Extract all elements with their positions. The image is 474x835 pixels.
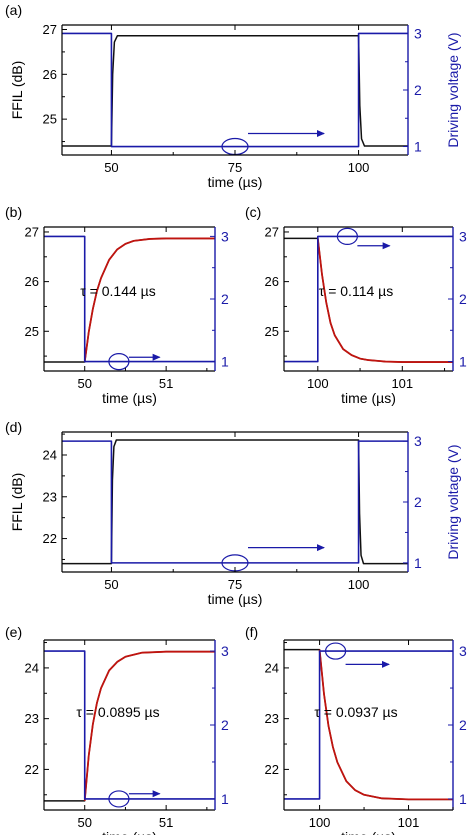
series-drive-line bbox=[284, 235, 453, 363]
x-tick-label: 100 bbox=[348, 577, 370, 592]
series-measured-line bbox=[44, 237, 215, 363]
y2-tick-label: 1 bbox=[414, 139, 422, 155]
y-tick-label: 22 bbox=[265, 762, 279, 777]
y-tick-label: 22 bbox=[43, 531, 57, 546]
x-tick-label: 100 bbox=[307, 376, 329, 391]
tau-label: τ = 0.114 µs bbox=[319, 283, 393, 299]
series-drive-line bbox=[62, 440, 408, 564]
series-drive-line bbox=[44, 650, 215, 800]
series-measured-line bbox=[284, 648, 453, 801]
x-tick-label: 50 bbox=[104, 160, 118, 175]
y2-tick-label: 3 bbox=[459, 228, 467, 244]
panel-label: (b) bbox=[5, 204, 22, 220]
y2-tick-label: 2 bbox=[459, 717, 467, 733]
x-axis-label: time (µs) bbox=[102, 829, 157, 835]
y-tick-label: 26 bbox=[25, 274, 39, 289]
x-tick-label: 51 bbox=[159, 376, 173, 391]
y2-tick-label: 3 bbox=[414, 433, 422, 449]
x-axis-label: time (µs) bbox=[102, 390, 157, 406]
x-axis-label: time (µs) bbox=[208, 591, 263, 607]
series-fit-line bbox=[83, 237, 215, 363]
annotation-ellipse bbox=[336, 227, 358, 245]
y-tick-label: 24 bbox=[25, 660, 39, 675]
y2-axis-label: Driving voltage (V) bbox=[445, 32, 461, 147]
series-drive-line bbox=[44, 235, 215, 363]
x-tick-label: 75 bbox=[228, 577, 242, 592]
y-axis-label: FFIL (dB) bbox=[9, 473, 25, 532]
x-tick-label: 100 bbox=[309, 815, 331, 830]
y-tick-label: 23 bbox=[43, 489, 57, 504]
x-tick-label: 51 bbox=[159, 815, 173, 830]
y2-tick-label: 3 bbox=[459, 643, 467, 659]
y2-tick-label: 2 bbox=[459, 291, 467, 307]
y2-tick-label: 1 bbox=[414, 555, 422, 571]
y-tick-label: 26 bbox=[265, 274, 279, 289]
y-tick-label: 27 bbox=[265, 224, 279, 239]
annotation-ellipse bbox=[108, 790, 130, 808]
series-measured-line bbox=[62, 35, 408, 147]
y-tick-label: 23 bbox=[265, 711, 279, 726]
x-axis-label: time (µs) bbox=[341, 829, 396, 835]
y-tick-label: 22 bbox=[25, 762, 39, 777]
y-tick-label: 26 bbox=[43, 67, 57, 82]
x-tick-label: 50 bbox=[104, 577, 118, 592]
chart-panel-5: 5051222324123time (µs)(e)τ = 0.0895 µs bbox=[5, 624, 229, 835]
series-measured-line bbox=[44, 650, 215, 802]
y2-tick-label: 1 bbox=[459, 791, 467, 807]
y2-tick-label: 1 bbox=[221, 791, 229, 807]
y2-tick-label: 1 bbox=[459, 354, 467, 370]
panel-label: (d) bbox=[5, 419, 22, 435]
panel-label: (f) bbox=[245, 624, 258, 640]
tau-label: τ = 0.144 µs bbox=[80, 283, 155, 299]
y-tick-label: 25 bbox=[265, 324, 279, 339]
y2-axis-label: Driving voltage (V) bbox=[445, 444, 461, 559]
x-tick-label: 101 bbox=[391, 376, 413, 391]
tau-label: τ = 0.0895 µs bbox=[76, 704, 159, 720]
chart-panel-3: 100 101 25 26 27 1 2 3 time (µs) (c) τ = 0.114 µs bbox=[245, 204, 467, 406]
x-tick-label: 50 bbox=[77, 376, 91, 391]
y-tick-label: 24 bbox=[265, 660, 279, 675]
series-measured-line bbox=[284, 237, 453, 363]
y-axis-label: FFIL (dB) bbox=[9, 61, 25, 120]
series-fit-line bbox=[316, 238, 453, 363]
panel-label: (a) bbox=[5, 2, 22, 18]
chart-panel-6: 100101222324123time (µs)(f)τ = 0.0937 µs bbox=[245, 624, 467, 835]
y2-tick-label: 2 bbox=[414, 494, 422, 510]
chart-panel-2: 50 51 25 26 27 1 2 3 time (µs) (b) τ = 0.144 µs bbox=[5, 204, 229, 406]
tau-label: τ = 0.0937 µs bbox=[314, 704, 397, 720]
series-measured-line bbox=[62, 439, 408, 565]
annotation-ellipse bbox=[108, 353, 130, 371]
annotation-ellipse bbox=[324, 642, 347, 660]
y-tick-label: 27 bbox=[25, 224, 39, 239]
x-axis-label: time (µs) bbox=[341, 390, 396, 406]
y2-tick-label: 2 bbox=[221, 291, 229, 307]
x-tick-label: 101 bbox=[398, 815, 420, 830]
y2-tick-label: 3 bbox=[221, 643, 229, 659]
series-drive-line bbox=[62, 32, 408, 148]
y-tick-label: 25 bbox=[43, 112, 57, 127]
y2-tick-label: 1 bbox=[221, 354, 229, 370]
x-axis-label: time (µs) bbox=[208, 174, 263, 190]
y2-tick-label: 2 bbox=[414, 82, 422, 98]
x-tick-label: 75 bbox=[228, 160, 242, 175]
x-tick-label: 100 bbox=[348, 160, 370, 175]
chart-panel-1: 50 75 100 25 26 27 1 2 3 time (µs) FFIL (dB) Drivin… bbox=[5, 2, 461, 190]
y2-tick-label: 3 bbox=[221, 228, 229, 244]
series-fit-line bbox=[318, 649, 453, 801]
panel-label: (c) bbox=[245, 204, 261, 220]
y-tick-label: 27 bbox=[43, 22, 57, 37]
series-fit-line bbox=[83, 650, 215, 801]
y-tick-label: 25 bbox=[25, 324, 39, 339]
y-tick-label: 24 bbox=[43, 447, 57, 462]
y-tick-label: 23 bbox=[25, 711, 39, 726]
series-drive-line bbox=[284, 650, 453, 800]
x-tick-label: 50 bbox=[77, 815, 91, 830]
y2-tick-label: 2 bbox=[221, 717, 229, 733]
panel-label: (e) bbox=[5, 624, 22, 640]
y2-tick-label: 3 bbox=[414, 25, 422, 41]
